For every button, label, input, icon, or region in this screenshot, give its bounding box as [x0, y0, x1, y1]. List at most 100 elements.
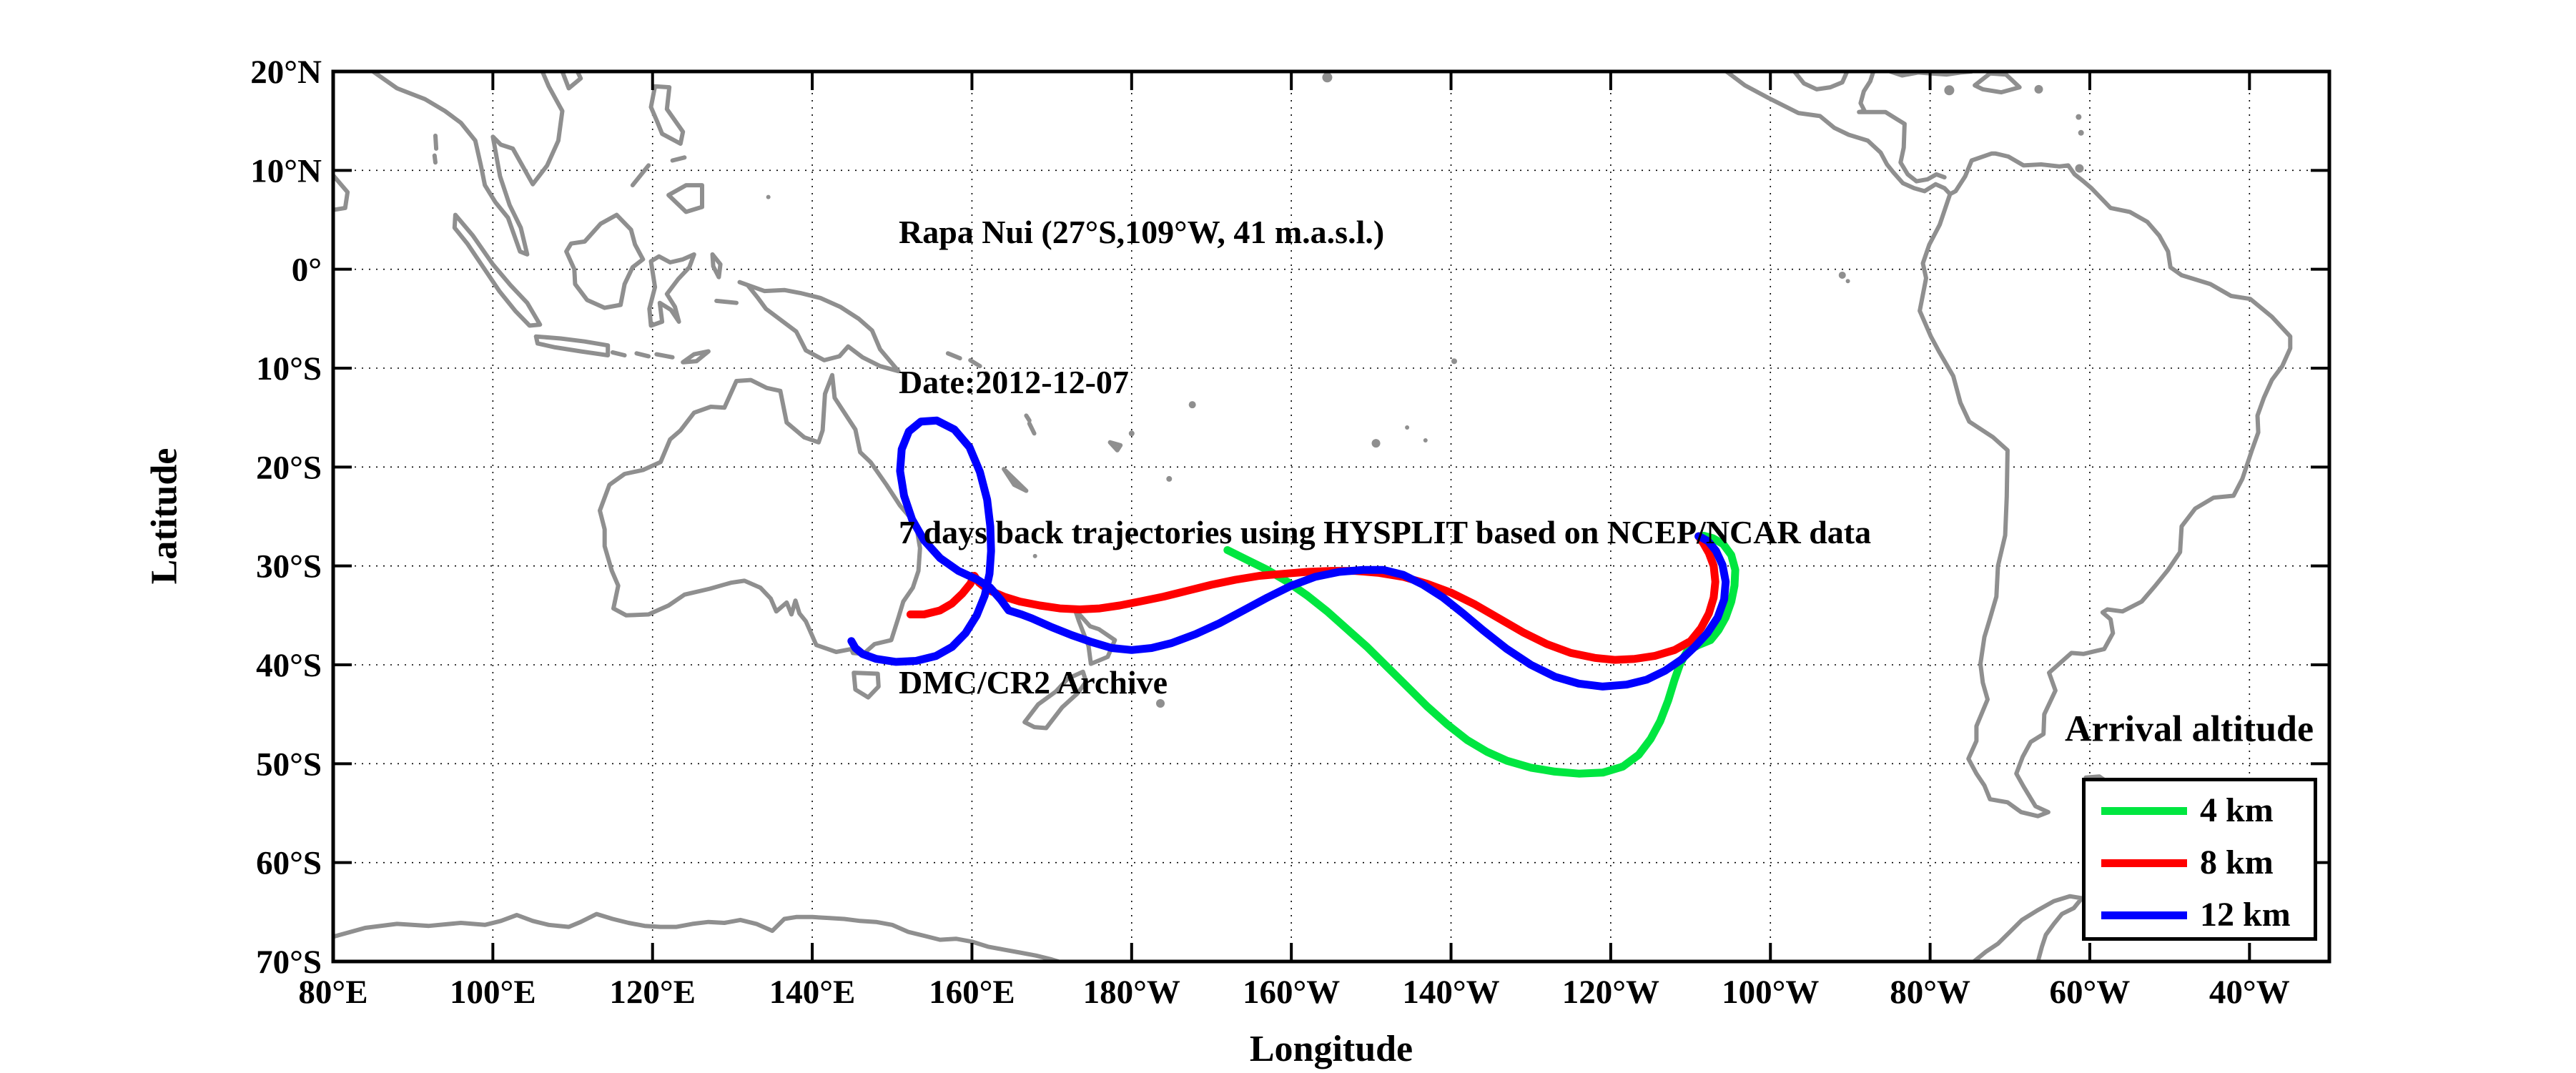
- trajectory-12km: [847, 416, 1730, 691]
- island-samoa: [1188, 401, 1196, 409]
- y-tick-label: 60°S: [256, 845, 322, 882]
- coastline-java: [533, 334, 611, 357]
- y-tick-label: 10°N: [250, 152, 322, 189]
- x-tick-label: 100°W: [1722, 974, 1819, 1011]
- coastline-sumatra: [452, 212, 543, 328]
- legend-label-8km: 8 km: [2200, 844, 2274, 881]
- x-tick-label: 80°W: [1890, 974, 1970, 1011]
- coastline-visayas: [670, 155, 687, 163]
- coastline-vanuatu-1: [1027, 421, 1037, 436]
- coastline-palawan: [630, 163, 651, 188]
- coastline-luzon: [648, 84, 686, 146]
- y-tick-label: 70°S: [256, 944, 322, 981]
- legend-line-sample-8km: [2101, 859, 2187, 867]
- island-tahiti: [1371, 439, 1381, 448]
- island-tuamotu-1: [1405, 425, 1410, 430]
- coastline-hainan: [560, 71, 583, 91]
- island-jamaica: [1944, 85, 1955, 96]
- plot-frame: [331, 69, 2331, 964]
- x-tick-label: 40°W: [2209, 974, 2290, 1011]
- coastline-australia: [598, 372, 922, 656]
- x-axis-label: Longitude: [1249, 1029, 1413, 1069]
- island-marquesas: [1451, 358, 1457, 365]
- legend-line-sample-12km: [2101, 911, 2187, 919]
- coastline-americas-mainland: [1724, 71, 2293, 819]
- coastline-lesser-sunda-2: [634, 351, 651, 359]
- coastline-nz-south-island: [1022, 669, 1089, 731]
- island-norfolk: [1032, 553, 1037, 558]
- y-tick-label: 30°S: [256, 548, 322, 585]
- coastline-fiji: [1107, 440, 1123, 453]
- x-tick-label: 80°E: [298, 974, 367, 1011]
- coastline-new-guinea: [737, 280, 901, 374]
- coastline-new-caledonia: [1002, 467, 1029, 493]
- coastline-timor: [681, 349, 711, 365]
- y-tick-label: 10°S: [256, 350, 322, 387]
- y-tick-label: 40°S: [256, 647, 322, 684]
- coastline-solomons-2: [945, 351, 962, 361]
- island-st-lucia: [2078, 129, 2084, 136]
- coastline-tasmania: [852, 671, 881, 700]
- island-guadeloupe: [2076, 114, 2082, 120]
- coastline-se-asia-mainland: [370, 71, 565, 257]
- axis-tick-labels: 80°E 100°E 120°E 140°E 160°E 180°W 160°W 140°W 1…: [250, 54, 2289, 1011]
- y-tick-label: 20°S: [256, 449, 322, 486]
- y-tick-label: 0°: [292, 252, 322, 289]
- x-tick-label: 120°W: [1562, 974, 1659, 1011]
- annotation-line-archive: DMC/CR2 Archive: [899, 664, 1168, 701]
- island-galapagos-1: [1838, 271, 1846, 279]
- annotation-line-date: Date:2012-12-07: [899, 364, 1129, 400]
- coastline-sri-lanka: [333, 173, 350, 212]
- annotation-line-method: 7 days back trajectories using HYSPLIT b…: [899, 514, 1872, 550]
- island-fiji-vanua-levu: [1128, 430, 1135, 437]
- annotation-line-station: Rapa Nui (27°S,109°W, 41 m.a.s.l.): [899, 214, 1385, 250]
- y-tick-label: 50°S: [256, 746, 322, 783]
- x-tick-label: 180°W: [1083, 974, 1180, 1011]
- x-tick-label: 100°E: [450, 974, 536, 1011]
- island-galapagos-2: [1845, 279, 1850, 284]
- coastline-antarctica: [333, 911, 1061, 961]
- legend-item-4km: 4 km: [2086, 791, 2314, 829]
- coastline-sulawesi: [647, 252, 696, 328]
- legend-item-12km: 12 km: [2086, 896, 2314, 934]
- island-tuamotu-2: [1423, 437, 1428, 442]
- trajectory-4km: [1223, 532, 1739, 778]
- island-palau: [766, 194, 771, 199]
- legend-line-sample-4km: [2101, 806, 2187, 815]
- island-trinidad: [2075, 164, 2084, 173]
- island-tonga: [1166, 475, 1173, 482]
- coastline-andaman: [433, 133, 439, 151]
- x-tick-label: 160°W: [1243, 974, 1340, 1011]
- legend-label-12km: 12 km: [2200, 896, 2291, 934]
- x-tick-label: 140°E: [769, 974, 856, 1011]
- coastline-nz-north-island: [1072, 607, 1117, 666]
- legend-title: Arrival altitude: [2064, 708, 2314, 750]
- x-tick-label: 160°E: [929, 974, 1015, 1011]
- coastline-lesser-sunda-1: [610, 350, 627, 357]
- legend-label-4km: 4 km: [2200, 791, 2274, 829]
- coastline-seram: [714, 298, 739, 305]
- annotation-block: Rapa Nui (27°S,109°W, 41 m.a.s.l.) Date:…: [899, 107, 1871, 808]
- coastline-borneo: [564, 212, 646, 310]
- coastline-lesser-sunda-3: [654, 352, 675, 360]
- coastline-yucatan-honduras-coast: [1857, 71, 1947, 184]
- coastline-mexico-gulf-coast: [1792, 71, 1850, 92]
- coastline-solomons-1: [968, 357, 982, 369]
- x-tick-label: 120°E: [609, 974, 696, 1011]
- trajectories-layer: [847, 416, 1739, 778]
- y-axis-label: Latitude: [144, 448, 185, 585]
- coastline-antarctic-peninsula: [1972, 894, 2084, 961]
- plot-border: [331, 69, 2331, 964]
- coastline-vanuatu-2: [1024, 413, 1032, 423]
- legend-item-8km: 8 km: [2086, 844, 2314, 881]
- legend: 4 km 8 km 12 km: [2082, 778, 2317, 941]
- island-chatham: [1156, 698, 1165, 708]
- island-hawaii-big-island: [1322, 72, 1333, 83]
- coastline-halmahera: [710, 252, 723, 280]
- coastlines-layer: [333, 71, 2293, 961]
- island-puerto-rico: [2034, 84, 2043, 94]
- y-tick-label: 20°N: [250, 54, 322, 91]
- coastline-mindanao: [666, 183, 704, 214]
